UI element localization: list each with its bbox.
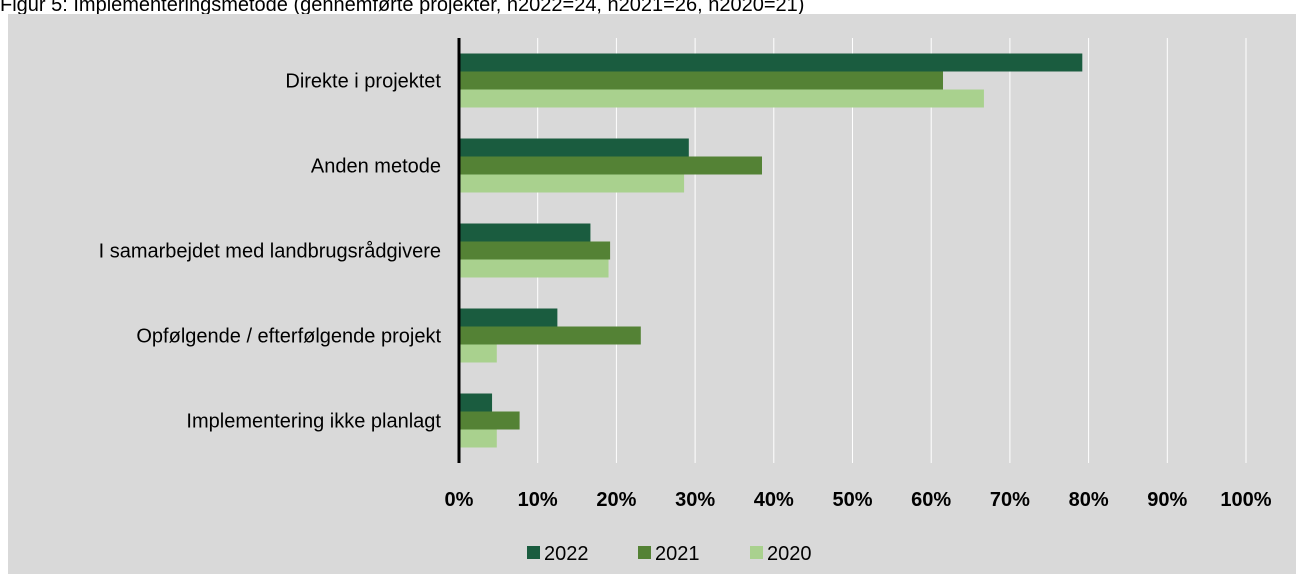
bar-2020 bbox=[459, 344, 497, 363]
category-label: Direkte i projektet bbox=[285, 71, 441, 93]
legend-swatch-2022 bbox=[527, 546, 540, 559]
bar-2021 bbox=[459, 71, 944, 90]
bar-2020 bbox=[459, 89, 984, 108]
category-labels: Direkte i projektet Anden metode I samarbe… bbox=[99, 71, 442, 433]
bar-2020 bbox=[459, 429, 497, 448]
legend-swatch-2021 bbox=[638, 546, 651, 559]
figure-caption: Figur 5: Implementeringsmetode (gennemfø… bbox=[0, 0, 805, 14]
bars bbox=[459, 53, 1083, 448]
tick-label: 70% bbox=[990, 489, 1030, 511]
category-label: Implementering ikke planlagt bbox=[186, 411, 441, 433]
legend-swatch-2020 bbox=[750, 546, 763, 559]
tick-label: 100% bbox=[1220, 489, 1271, 511]
bar-2021 bbox=[459, 411, 520, 430]
bar-2022 bbox=[459, 53, 1083, 72]
bar-2022 bbox=[459, 308, 558, 327]
tick-label: 40% bbox=[754, 489, 794, 511]
tick-label: 20% bbox=[596, 489, 636, 511]
tick-label: 10% bbox=[518, 489, 558, 511]
legend-label-2020: 2020 bbox=[767, 543, 812, 565]
bar-2022 bbox=[459, 393, 493, 412]
tick-label: 50% bbox=[832, 489, 872, 511]
bar-2020 bbox=[459, 174, 685, 193]
chart-panel: Direkte i projektet Anden metode I samarbe… bbox=[8, 14, 1296, 574]
bar-2021 bbox=[459, 241, 611, 260]
gridlines bbox=[537, 38, 1247, 463]
bar-2020 bbox=[459, 259, 609, 278]
legend-label-2021: 2021 bbox=[655, 543, 700, 565]
tick-label: 90% bbox=[1147, 489, 1187, 511]
bar-2021 bbox=[459, 326, 641, 345]
tick-label: 80% bbox=[1069, 489, 1109, 511]
category-label: Anden metode bbox=[311, 156, 441, 178]
tick-label: 60% bbox=[911, 489, 951, 511]
bar-2022 bbox=[459, 138, 689, 157]
tick-label: 30% bbox=[675, 489, 715, 511]
bar-2021 bbox=[459, 156, 762, 175]
bar-2022 bbox=[459, 223, 591, 242]
legend-label-2022: 2022 bbox=[544, 543, 589, 565]
tick-labels: 0% 10% 20% 30% 40% 50% 60% 70% 80% 90% 100% bbox=[445, 489, 1272, 511]
legend: 2022 2021 2020 bbox=[527, 543, 812, 565]
category-label: I samarbejdet med landbrugsrådgivere bbox=[99, 241, 441, 263]
category-label: Opfølgende / efterfølgende projekt bbox=[136, 326, 441, 348]
bar-chart: Direkte i projektet Anden metode I samarbe… bbox=[99, 38, 1272, 565]
tick-label: 0% bbox=[445, 489, 474, 511]
